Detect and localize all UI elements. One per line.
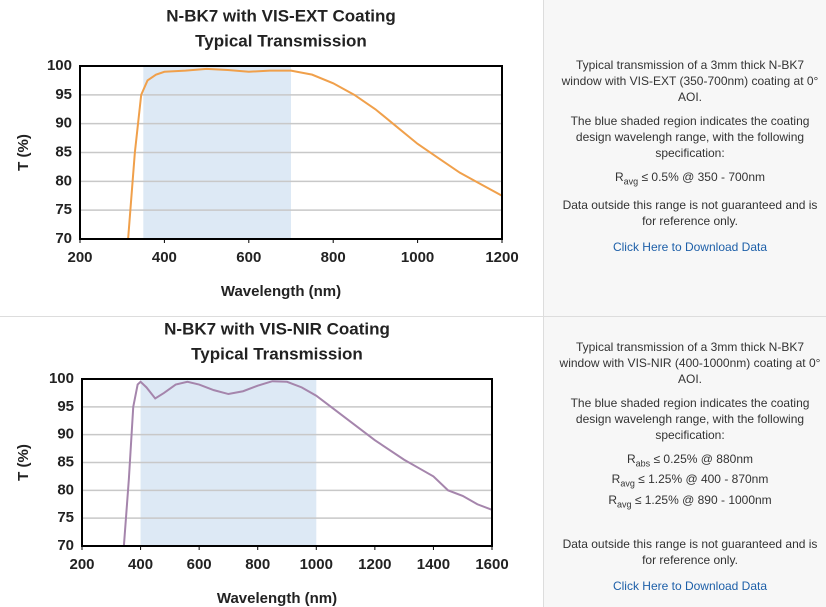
y-tick-label: 80 (57, 481, 74, 498)
x-tick-label: 1600 (475, 556, 508, 573)
spec-text: ≤ 0.25% @ 880nm (650, 452, 754, 466)
x-tick-label: 600 (187, 556, 212, 573)
spec-subscript: avg (616, 499, 632, 510)
x-tick-label: 1000 (300, 556, 333, 573)
plot-frame (79, 65, 503, 240)
description: The blue shaded region indicates the coa… (570, 114, 810, 160)
chart-subtitle: Typical Transmission (195, 31, 367, 50)
x-tick-label: 800 (321, 249, 346, 266)
y-tick-label: 90 (57, 426, 74, 443)
chart: N-BK7 with VIS-NIR Coating Typical Transm… (15, 319, 509, 606)
y-tick-label: 85 (55, 143, 72, 160)
data-line (122, 380, 493, 547)
spec-subscript: avg (620, 478, 635, 489)
x-axis-label: Wavelength (nm) (221, 283, 341, 300)
note: Data outside this range is not guarantee… (562, 537, 818, 568)
x-tick-label: 200 (67, 249, 92, 266)
spec-text: ≤ 0.5% @ 350 - 700nm (638, 170, 766, 184)
download-link[interactable]: Click Here to Download Data (612, 240, 768, 255)
spec-symbol: R (626, 452, 636, 466)
specification: Rabs ≤ 0.25% @ 880nm Ravg ≤ 1.25% @ 400 -… (558, 451, 822, 512)
description: The blue shaded region indicates the coa… (570, 396, 810, 442)
y-tick-label: 75 (57, 509, 74, 526)
specification: Ravg ≤ 0.5% @ 350 - 700nm (558, 169, 822, 189)
spec-subscript: abs (635, 458, 651, 469)
y-tick-label: 100 (47, 57, 72, 74)
spec-symbol: R (614, 170, 624, 184)
plot-frame (81, 378, 493, 547)
divider (543, 0, 544, 607)
spec-line: Ravg ≤ 0.5% @ 350 - 700nm (558, 169, 822, 189)
x-tick-label: 600 (236, 249, 261, 266)
spec-symbol: R (608, 492, 617, 507)
y-tick-label: 90 (55, 115, 72, 132)
note: Data outside this range is not guarantee… (562, 198, 818, 229)
chart: N-BK7 with VIS-EXT Coating Typical Transm… (15, 6, 519, 299)
x-tick-label: 400 (128, 556, 153, 573)
x-tick-label: 1200 (485, 249, 518, 266)
chart-title: N-BK7 with VIS-EXT Coating (166, 6, 396, 25)
description-panel: Typical transmission of a 3mm thick N-BK… (544, 0, 826, 316)
y-tick-label: 75 (55, 201, 72, 218)
spec-line: Ravg ≤ 1.25% @ 400 - 870nm (558, 471, 822, 491)
divider (0, 316, 826, 317)
y-tick-label: 80 (55, 172, 72, 189)
y-axis-label: T (%) (15, 134, 32, 171)
y-tick-label: 95 (57, 398, 74, 415)
chart-title: N-BK7 with VIS-NIR Coating (164, 319, 390, 338)
spec-subscript: avg (623, 176, 639, 187)
x-tick-label: 200 (69, 556, 94, 573)
y-tick-label: 95 (55, 86, 72, 103)
x-tick-label: 800 (245, 556, 270, 573)
data-line (127, 67, 503, 240)
y-tick-label: 100 (49, 370, 74, 387)
spec-line: Rabs ≤ 0.25% @ 880nm (558, 451, 822, 471)
y-tick-label: 70 (57, 537, 74, 554)
spec-text: ≤ 1.25% @ 890 - 1000nm (631, 492, 772, 507)
y-tick-label: 85 (57, 453, 74, 470)
x-tick-label: 1400 (417, 556, 450, 573)
x-tick-label: 1200 (358, 556, 391, 573)
chart-subtitle: Typical Transmission (191, 344, 363, 363)
description: Typical transmission of a 3mm thick N-BK… (559, 340, 821, 386)
x-axis-label: Wavelength (nm) (217, 590, 337, 607)
x-tick-label: 400 (152, 249, 177, 266)
chart-column: N-BK7 with VIS-EXT Coating Typical Transm… (15, 6, 519, 606)
y-tick-label: 70 (55, 230, 72, 247)
description: Typical transmission of a 3mm thick N-BK… (561, 58, 819, 104)
spec-line: Ravg ≤ 1.25% @ 890 - 1000nm (558, 492, 822, 512)
y-axis-label: T (%) (15, 444, 32, 481)
download-link[interactable]: Click Here to Download Data (612, 579, 768, 594)
spec-text: ≤ 1.25% @ 400 - 870nm (634, 472, 769, 487)
spec-symbol: R (611, 472, 621, 487)
description-panel: Typical transmission of a 3mm thick N-BK… (544, 317, 826, 607)
x-tick-label: 1000 (401, 249, 434, 266)
